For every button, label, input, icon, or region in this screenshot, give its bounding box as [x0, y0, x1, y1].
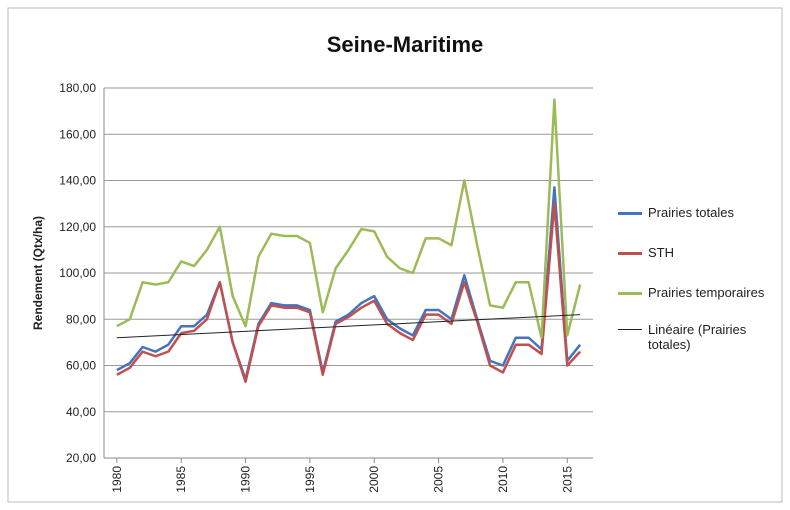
y-tick-label: 80,00 — [66, 312, 96, 326]
x-tick-label: 2015 — [560, 466, 574, 493]
legend-label: STH — [648, 245, 674, 260]
y-tick-label: 140,00 — [59, 174, 96, 188]
trend-line — [116, 314, 581, 339]
y-tick-label: 160,00 — [59, 127, 96, 141]
legend-label: Prairies totales — [648, 205, 734, 220]
series-line — [116, 202, 582, 383]
x-tick-label: 2000 — [367, 466, 381, 493]
legend-swatch — [618, 329, 642, 330]
x-tick-label: 1980 — [110, 466, 124, 493]
chart-frame — [7, 7, 783, 503]
x-tick-label: 1985 — [174, 466, 188, 493]
chart-title: Seine-Maritime — [327, 32, 484, 57]
y-tick-label: 100,00 — [59, 266, 96, 280]
legend-label: Linéaire (Prairies totales) — [648, 322, 747, 352]
y-tick-label: 40,00 — [66, 405, 96, 419]
y-axis-label: Rendement (Qtx/ha) — [31, 216, 45, 330]
y-tick-label: 180,00 — [59, 81, 96, 95]
legend-item: Linéaire (Prairies totales) — [618, 322, 788, 352]
legend-item: Prairies totales — [618, 205, 788, 220]
series-line — [116, 186, 582, 381]
legend-swatch — [618, 292, 642, 295]
x-tick-label: 2010 — [496, 466, 510, 493]
legend-item: Prairies temporaires — [618, 285, 788, 300]
y-tick-label: 20,00 — [66, 451, 96, 465]
series-line — [116, 98, 582, 339]
x-tick-label: 1990 — [239, 466, 253, 493]
y-tick-label: 60,00 — [66, 359, 96, 373]
x-tick-label: 1995 — [303, 466, 317, 493]
legend-label: Prairies temporaires — [648, 285, 765, 300]
legend-item: STH — [618, 245, 788, 260]
legend-swatch — [618, 212, 642, 215]
y-tick-label: 120,00 — [59, 220, 96, 234]
legend-swatch — [618, 252, 642, 255]
x-tick-label: 2005 — [432, 466, 446, 493]
